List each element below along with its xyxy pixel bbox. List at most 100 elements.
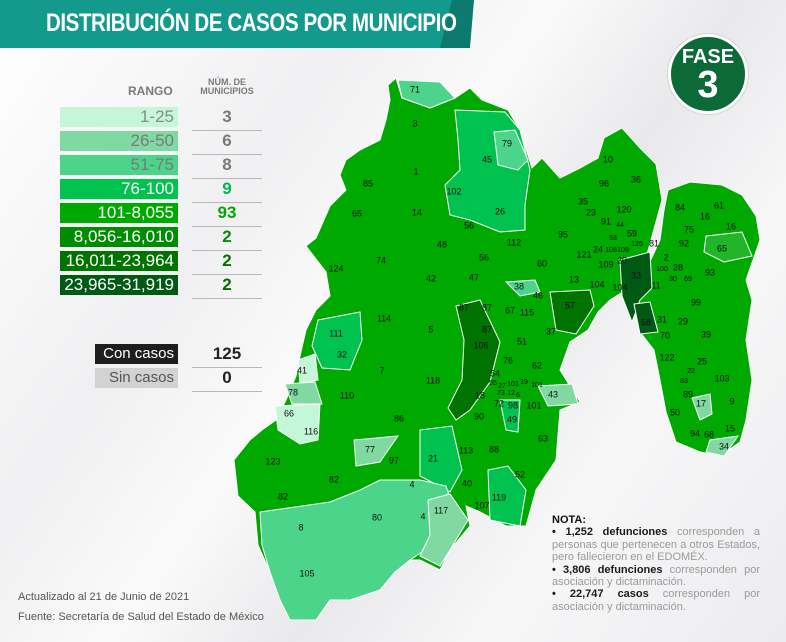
municipality-label: 96 <box>599 178 609 188</box>
legend-count: 2 <box>192 275 262 299</box>
municipality-label: 94 <box>690 428 700 438</box>
municipality-58 <box>633 301 659 335</box>
municipality-label: 25 <box>697 356 707 366</box>
municipality-label: 8 <box>298 522 303 532</box>
municipality-label: 65 <box>352 208 362 218</box>
municipality-label: 31 <box>657 314 667 324</box>
municipality-label: 66 <box>284 408 294 418</box>
phase-label: FASE <box>681 46 735 68</box>
municipality-111 <box>311 311 363 371</box>
status-label: Con casos <box>95 344 178 364</box>
municipality-label: 12 <box>507 390 515 397</box>
municipality-label: 27 <box>498 383 506 390</box>
note-item-bold: 1,252 defunciones <box>565 526 668 539</box>
legend-count: 9 <box>192 179 262 203</box>
municipality-label: 49 <box>507 414 517 424</box>
municipality-label: 59 <box>627 228 637 238</box>
legend-count: 93 <box>192 203 262 227</box>
municipality-label: 10 <box>603 154 613 164</box>
municipality-label: 30 <box>669 276 677 283</box>
status-label: Sin casos <box>95 368 178 388</box>
municipality-label: 112 <box>507 237 521 247</box>
municipality-label: 58 <box>641 317 651 327</box>
municipality-label: 73 <box>497 390 505 397</box>
municipality-label: 7 <box>379 365 384 375</box>
municipality-label: 4 <box>409 479 414 489</box>
municipality-label: 90 <box>474 411 484 421</box>
municipality-label: 117 <box>434 505 448 515</box>
municipality-label: 63 <box>538 433 548 443</box>
legend-range-swatch: 76-100 <box>60 179 178 199</box>
municipality-label: 4 <box>420 511 425 521</box>
municipality-106 <box>447 299 501 421</box>
municipality-49 <box>499 399 521 433</box>
municipality-78 <box>284 381 323 405</box>
municipality-33 <box>619 251 653 324</box>
municipality-label: 101 <box>526 400 541 410</box>
legend-row: 26-50 6 <box>60 131 262 155</box>
legend-count: 3 <box>192 107 262 131</box>
municipality-label: 22 <box>687 368 695 375</box>
municipality-label: 108 <box>605 247 617 254</box>
municipality-label: 104 <box>612 282 627 292</box>
municipality-label: 116 <box>304 426 318 436</box>
municipality-label: 55 <box>489 380 497 387</box>
municipality-label: 98 <box>508 400 518 410</box>
municipality-label: 56 <box>464 220 474 230</box>
municipality-label: 36 <box>631 174 641 184</box>
municipality-label: 46 <box>533 290 543 300</box>
municipality-label: 71 <box>410 84 420 94</box>
municipality-label: 82 <box>329 474 339 484</box>
municipality-label: 39 <box>701 329 711 339</box>
legend-row: 8,056-16,010 2 <box>60 227 262 251</box>
municipality-label: 61 <box>714 200 724 210</box>
municipality-label: 9 <box>729 396 734 406</box>
municipality-label: 101 <box>507 381 519 388</box>
municipality-label: 78 <box>288 387 298 397</box>
municipality-label: 14 <box>412 207 422 217</box>
legend-count: 2 <box>192 251 262 275</box>
legend-row: 76-100 9 <box>60 179 262 203</box>
legend-count-header-line1: NÚM. DE <box>208 77 246 87</box>
header-banner <box>0 0 470 48</box>
municipality-label: 123 <box>265 456 280 466</box>
municipality-17 <box>691 393 713 421</box>
municipality-label: 19 <box>520 379 528 386</box>
legend-count-header: NÚM. DE MUNICIPIOS <box>192 78 262 96</box>
municipality-65 <box>703 231 753 263</box>
municipality-79 <box>493 129 529 171</box>
municipality-label: 53 <box>609 235 617 242</box>
municipality-label: 83 <box>680 378 688 385</box>
municipality-label: 6 <box>516 392 520 399</box>
page-title: DISTRIBUCIÓN DE CASOS POR MUNICIPIO <box>46 9 457 37</box>
municipality-label: 38 <box>514 281 524 291</box>
note-item-text: corresponden a personas que pertenecen a… <box>552 526 760 564</box>
municipality-label: 102 <box>446 186 461 196</box>
municipality-label: 68 <box>704 429 714 439</box>
municipality-label: 32 <box>337 349 347 359</box>
phase-badge: FASE 3 <box>668 34 748 114</box>
municipality-label: 84 <box>675 202 685 212</box>
note-item-text: corresponden por asociación y dictaminac… <box>552 588 760 613</box>
status-row: Con casos 125 <box>60 344 262 368</box>
municipality-label: 99 <box>691 297 701 307</box>
legend-range-header: RANGO <box>128 84 173 98</box>
municipality-label: 23 <box>586 207 596 217</box>
municipality-label: 89 <box>683 389 693 399</box>
municipality-label: 2 <box>663 252 668 262</box>
municipality-label: 62 <box>532 360 542 370</box>
status-count: 0 <box>192 368 262 392</box>
municipality-label: 109 <box>598 259 613 269</box>
municipality-label: 17 <box>696 398 706 408</box>
municipality-label: 1 <box>413 166 418 176</box>
municipality-label: 13 <box>569 274 579 284</box>
municipality-label: 105 <box>299 568 314 578</box>
municipality-label: 103 <box>714 373 729 383</box>
municipality-label: 88 <box>489 444 499 454</box>
municipality-label: 97 <box>389 455 399 465</box>
note-item-text: corresponden por asociación y dictaminac… <box>552 563 760 589</box>
municipality-label: 121 <box>576 249 591 259</box>
municipality-label: 75 <box>684 224 694 234</box>
legend-range-swatch: 16,011-23,964 <box>60 251 178 271</box>
municipality-label: 74 <box>376 255 386 265</box>
